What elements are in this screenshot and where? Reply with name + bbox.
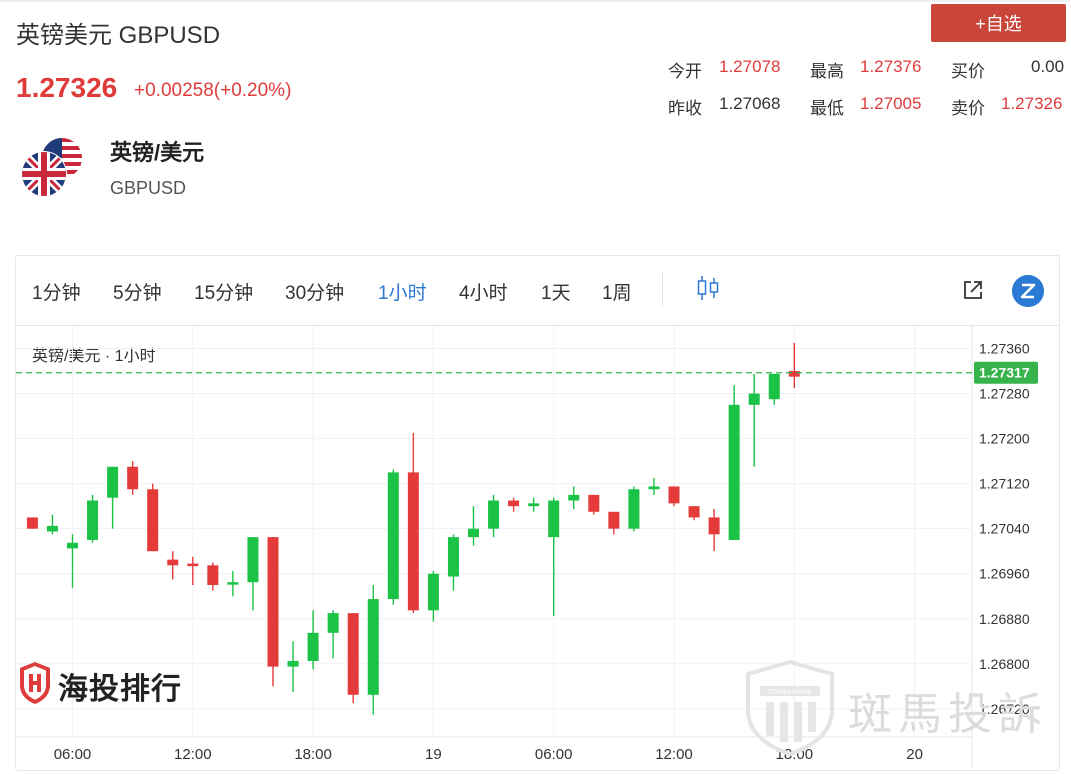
gbp-usd-flag-icon	[21, 138, 82, 197]
tab-1week[interactable]: 1周	[602, 283, 632, 304]
candle-body	[588, 494, 600, 512]
candle-body	[468, 528, 479, 538]
z-logo-icon[interactable]	[1012, 275, 1044, 307]
last-price-tag	[974, 361, 1038, 384]
y-tick-label: 1.27200	[979, 431, 1030, 447]
haitou-logo-text: 海投排行	[58, 673, 182, 706]
tab-5min[interactable]: 5分钟	[113, 283, 162, 304]
candle-body	[87, 500, 99, 540]
candle-body	[548, 500, 560, 538]
candle-body	[708, 517, 720, 535]
candle-body	[46, 525, 58, 532]
stat-prev-close-label: 昨收	[668, 99, 702, 118]
zebra-watermark-icon: ZEBRA RANK	[746, 660, 834, 756]
candle-body	[327, 613, 339, 633]
instrument-symbol: GBPUSD	[110, 178, 187, 198]
candle-body	[347, 613, 359, 695]
candle-body	[648, 486, 660, 490]
chart-panel	[15, 255, 1060, 771]
candle-body	[668, 486, 680, 504]
stat-low-label: 最低	[810, 99, 844, 118]
y-tick-label: 1.27280	[979, 386, 1030, 402]
candle-body	[688, 506, 700, 518]
stat-bid-value: 0.00	[1031, 57, 1065, 76]
candle-body	[167, 559, 179, 566]
x-tick-label: 20	[906, 746, 923, 763]
watermark-badge-text: ZEBRA RANK	[768, 689, 813, 696]
candle-body	[528, 503, 540, 507]
x-tick-label: 12:00	[655, 746, 693, 763]
candle-body	[267, 537, 279, 667]
y-tick-label: 1.26880	[979, 611, 1030, 627]
y-tick-label: 1.26720	[979, 701, 1030, 717]
candle-body	[67, 542, 78, 549]
instrument-name: 英镑/美元	[110, 140, 205, 165]
candle-body	[427, 573, 439, 611]
stat-high-label: 最高	[810, 62, 844, 81]
tab-1hour[interactable]: 1小时	[378, 283, 427, 304]
candle-body	[147, 489, 159, 552]
add-watchlist-button[interactable]: +自选	[931, 4, 1066, 42]
y-tick-label: 1.27360	[979, 341, 1030, 357]
stat-high-value: 1.27376	[860, 57, 922, 76]
x-tick-label: 19	[425, 746, 442, 763]
candle-body	[307, 632, 319, 661]
zebra-watermark-text: 斑馬投訴	[848, 690, 1048, 739]
external-link-icon[interactable]	[961, 278, 985, 302]
candle-body	[187, 563, 199, 567]
price-change: +0.00258(+0.20%)	[134, 80, 292, 101]
last-price: 1.27326	[16, 72, 118, 103]
y-tick-label: 1.26960	[979, 566, 1030, 582]
stat-low-value: 1.27005	[860, 94, 922, 113]
page-title: 英镑美元 GBPUSD	[16, 22, 221, 49]
haitou-logo-icon	[20, 662, 50, 704]
candle-body	[127, 466, 139, 490]
chart-legend: 英镑/美元 · 1小时	[32, 348, 156, 365]
candle-body	[26, 517, 38, 529]
toolbar-divider	[15, 325, 1060, 326]
stat-open-value: 1.27078	[719, 57, 781, 76]
y-tick-label: 1.27040	[979, 521, 1030, 537]
tab-15min[interactable]: 15分钟	[194, 283, 254, 304]
stat-ask-value: 1.27326	[1001, 94, 1063, 113]
stat-bid-label: 买价	[951, 62, 985, 81]
stat-prev-close-value: 1.27068	[719, 94, 781, 113]
candle-body	[287, 660, 299, 667]
candle-body	[568, 494, 580, 501]
tab-4hour[interactable]: 4小时	[459, 283, 508, 304]
y-tick-label: 1.26800	[979, 656, 1030, 672]
toolbar-vertical-divider	[662, 272, 663, 306]
candle-body	[728, 404, 740, 540]
candle-body	[107, 466, 119, 498]
candle-body	[488, 500, 500, 529]
x-tick-label: 06:00	[535, 746, 573, 763]
top-divider	[0, 0, 1071, 2]
x-tick-label: 12:00	[174, 746, 212, 763]
candlestick-icon[interactable]	[696, 274, 720, 302]
tab-30min[interactable]: 30分钟	[285, 283, 345, 304]
tab-1day[interactable]: 1天	[541, 283, 571, 304]
candle-body	[407, 472, 419, 611]
x-tick-label: 18:00	[294, 746, 332, 763]
candle-body	[207, 565, 219, 585]
last-price-label: 1.27317	[979, 365, 1030, 381]
candle-body	[227, 582, 239, 585]
stat-open-label: 今开	[668, 62, 702, 81]
candle-body	[788, 371, 800, 377]
tab-1min[interactable]: 1分钟	[32, 283, 81, 304]
candle-body	[367, 599, 379, 695]
candle-body	[768, 373, 780, 400]
candle-body	[387, 472, 399, 600]
stat-ask-label: 卖价	[951, 99, 985, 118]
y-tick-label: 1.27120	[979, 476, 1030, 492]
candle-body	[247, 537, 259, 583]
candle-body	[447, 537, 459, 577]
candle-body	[628, 489, 640, 529]
x-tick-label: 06:00	[54, 746, 92, 763]
candle-body	[608, 511, 620, 529]
candle-body	[508, 500, 520, 507]
candle-body	[748, 393, 760, 405]
